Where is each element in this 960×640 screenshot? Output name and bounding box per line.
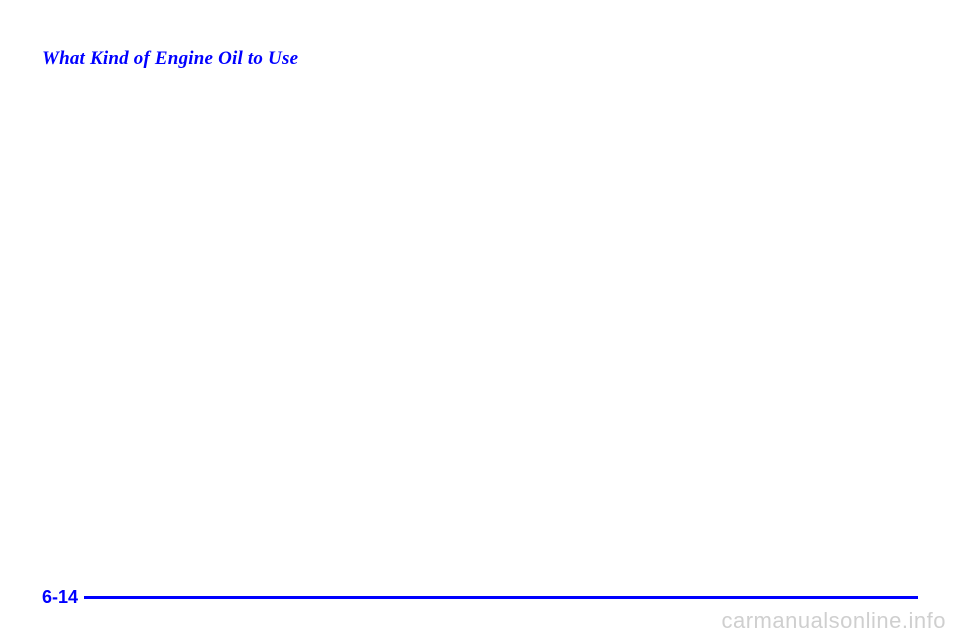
manual-page: What Kind of Engine Oil to Use 6-14 carm… bbox=[0, 0, 960, 640]
watermark-text: carmanualsonline.info bbox=[721, 608, 946, 634]
section-heading: What Kind of Engine Oil to Use bbox=[42, 48, 918, 70]
page-number: 6-14 bbox=[42, 587, 78, 608]
page-footer: 6-14 bbox=[42, 587, 918, 608]
footer-rule bbox=[84, 596, 918, 599]
